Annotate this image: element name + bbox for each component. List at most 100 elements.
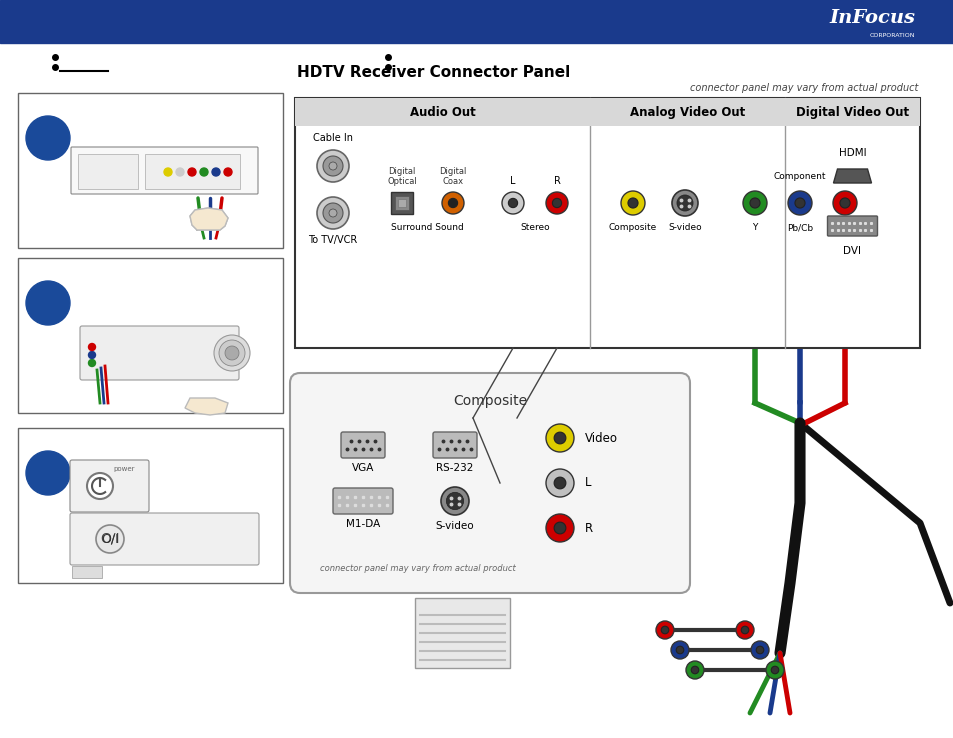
Circle shape bbox=[87, 473, 112, 499]
Text: To TV/VCR: To TV/VCR bbox=[308, 235, 357, 245]
Polygon shape bbox=[185, 398, 228, 415]
Circle shape bbox=[89, 359, 95, 367]
FancyBboxPatch shape bbox=[433, 432, 476, 458]
Text: S-video: S-video bbox=[436, 521, 474, 531]
Circle shape bbox=[164, 168, 172, 176]
Text: Pr/Cr: Pr/Cr bbox=[833, 223, 855, 232]
Circle shape bbox=[676, 646, 683, 654]
Polygon shape bbox=[833, 169, 871, 183]
Circle shape bbox=[501, 192, 523, 214]
Bar bbox=[18, 93, 283, 248]
Circle shape bbox=[96, 525, 124, 553]
Text: HDMI: HDMI bbox=[838, 148, 865, 158]
Circle shape bbox=[787, 191, 811, 215]
FancyBboxPatch shape bbox=[80, 326, 239, 380]
Circle shape bbox=[441, 192, 463, 214]
Circle shape bbox=[26, 281, 70, 325]
Circle shape bbox=[188, 168, 195, 176]
Circle shape bbox=[620, 191, 644, 215]
Circle shape bbox=[671, 190, 698, 216]
Circle shape bbox=[740, 627, 748, 634]
Circle shape bbox=[323, 156, 343, 176]
Text: Composite: Composite bbox=[453, 394, 526, 408]
Text: Analog Video Out: Analog Video Out bbox=[629, 106, 744, 119]
Text: Composite: Composite bbox=[608, 223, 657, 232]
Text: RS-232: RS-232 bbox=[436, 463, 474, 473]
Circle shape bbox=[219, 340, 245, 366]
FancyBboxPatch shape bbox=[70, 513, 258, 565]
Circle shape bbox=[627, 198, 638, 208]
Bar bbox=[784, 98, 919, 126]
Circle shape bbox=[554, 432, 565, 444]
Text: Surround Sound: Surround Sound bbox=[391, 223, 463, 232]
Bar bbox=[71, 566, 102, 578]
Circle shape bbox=[316, 150, 349, 182]
Polygon shape bbox=[190, 208, 228, 230]
Circle shape bbox=[660, 627, 668, 634]
Circle shape bbox=[839, 198, 849, 208]
Circle shape bbox=[329, 209, 336, 217]
Bar bbox=[395, 196, 409, 210]
Circle shape bbox=[212, 168, 220, 176]
Circle shape bbox=[89, 351, 95, 359]
Circle shape bbox=[749, 198, 760, 208]
Circle shape bbox=[224, 168, 232, 176]
Text: DVI: DVI bbox=[842, 246, 861, 256]
Text: L: L bbox=[510, 176, 516, 186]
Bar bbox=[415, 598, 510, 668]
Text: M1-DA: M1-DA bbox=[346, 519, 379, 529]
Text: R: R bbox=[584, 522, 593, 534]
Circle shape bbox=[26, 451, 70, 495]
Text: Video: Video bbox=[584, 432, 618, 444]
Circle shape bbox=[175, 168, 184, 176]
Text: O/I: O/I bbox=[101, 533, 119, 545]
Bar bbox=[294, 98, 589, 126]
FancyBboxPatch shape bbox=[70, 460, 149, 512]
Text: power: power bbox=[112, 466, 134, 472]
Text: InFocus: InFocus bbox=[828, 9, 914, 27]
Bar bbox=[294, 98, 919, 348]
Bar bbox=[397, 199, 406, 207]
Bar bbox=[589, 98, 784, 126]
Text: Cable In: Cable In bbox=[313, 133, 353, 143]
Text: Digital Video Out: Digital Video Out bbox=[795, 106, 908, 119]
Circle shape bbox=[832, 191, 856, 215]
Circle shape bbox=[670, 641, 688, 659]
Text: Digital
Optical: Digital Optical bbox=[387, 167, 416, 186]
Circle shape bbox=[677, 195, 692, 211]
Bar bbox=[78, 154, 138, 189]
Circle shape bbox=[735, 621, 753, 639]
Circle shape bbox=[756, 646, 763, 654]
Bar bbox=[18, 258, 283, 413]
FancyBboxPatch shape bbox=[826, 216, 877, 236]
Circle shape bbox=[200, 168, 208, 176]
Circle shape bbox=[691, 666, 698, 674]
Circle shape bbox=[545, 469, 574, 497]
Text: Component: Component bbox=[773, 172, 825, 181]
Circle shape bbox=[545, 514, 574, 542]
Text: Y: Y bbox=[752, 223, 757, 232]
Circle shape bbox=[323, 203, 343, 223]
Circle shape bbox=[552, 199, 561, 207]
Text: VGA: VGA bbox=[352, 463, 374, 473]
Bar bbox=[18, 428, 283, 583]
FancyBboxPatch shape bbox=[333, 488, 393, 514]
Circle shape bbox=[545, 424, 574, 452]
Circle shape bbox=[329, 162, 336, 170]
Text: Stereo: Stereo bbox=[519, 223, 549, 232]
FancyBboxPatch shape bbox=[290, 373, 689, 593]
Circle shape bbox=[225, 346, 239, 360]
Text: R: R bbox=[553, 176, 559, 186]
Bar bbox=[391, 192, 413, 214]
Circle shape bbox=[508, 199, 517, 207]
Text: Audio Out: Audio Out bbox=[409, 106, 475, 119]
Circle shape bbox=[89, 343, 95, 351]
Circle shape bbox=[448, 199, 457, 207]
Circle shape bbox=[794, 198, 804, 208]
Circle shape bbox=[554, 477, 565, 489]
Circle shape bbox=[750, 641, 768, 659]
Text: Digital
Coax: Digital Coax bbox=[438, 167, 466, 186]
Circle shape bbox=[656, 621, 673, 639]
Bar bbox=[145, 154, 240, 189]
Text: CORPORATION: CORPORATION bbox=[868, 33, 914, 38]
